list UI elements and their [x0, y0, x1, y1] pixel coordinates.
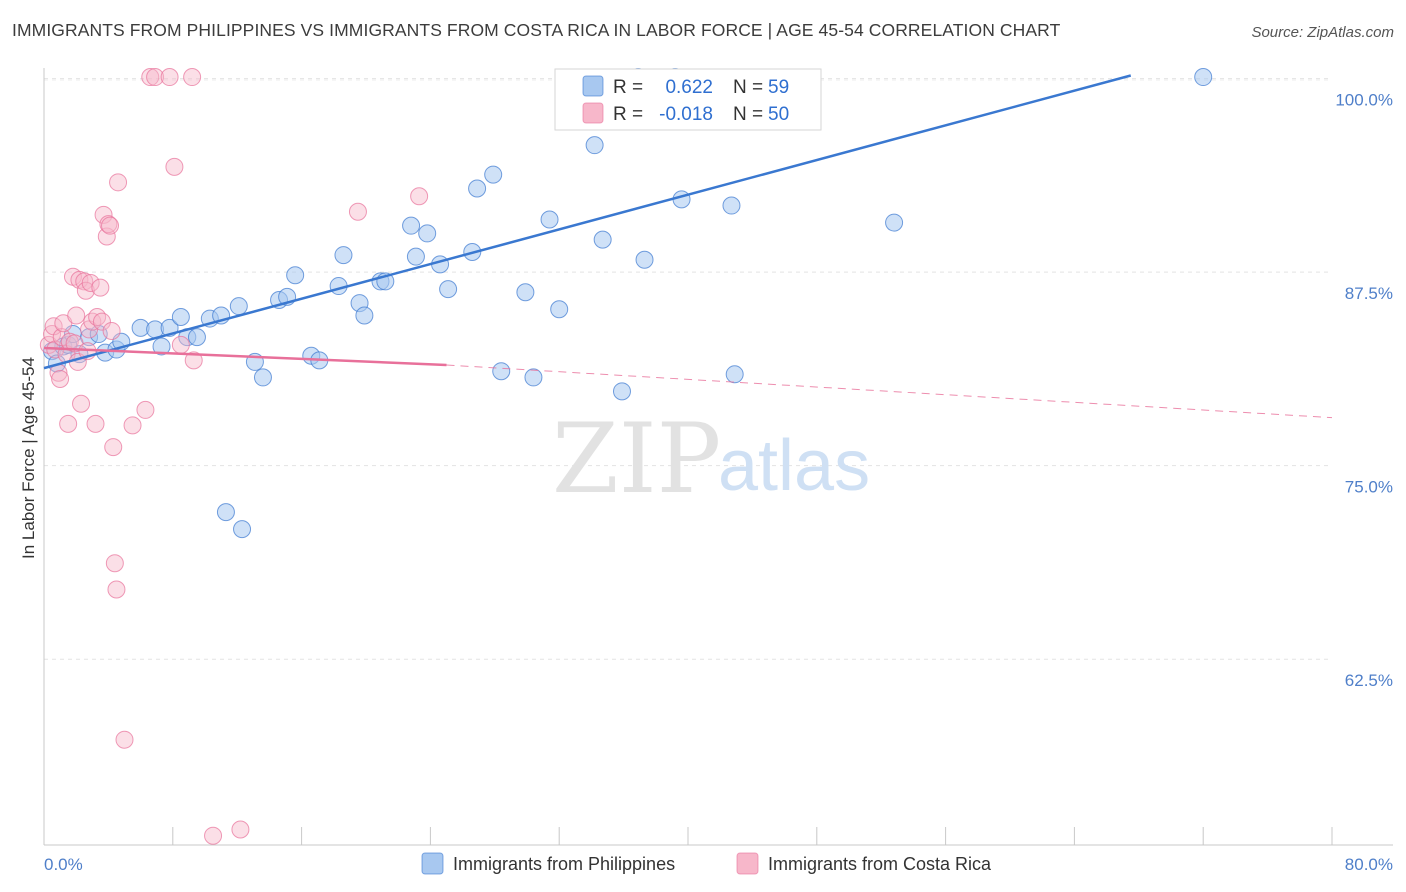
point-costa-rica: [171, 335, 190, 354]
watermark-zip: ZIP: [552, 403, 721, 515]
point-costa-rica: [146, 68, 165, 87]
point-philippines: [672, 190, 691, 209]
y-axis-label: In Labor Force | Age 45-54: [19, 357, 38, 559]
point-costa-rica: [123, 416, 142, 435]
point-costa-rica: [410, 187, 429, 206]
legend-r-value-1: 0.622: [665, 77, 713, 98]
trendline-costa-rica: [43, 346, 447, 367]
point-philippines: [885, 213, 904, 232]
point-philippines: [334, 246, 353, 265]
point-philippines: [612, 382, 631, 401]
point-philippines: [516, 283, 535, 302]
point-costa-rica: [204, 826, 223, 845]
point-costa-rica: [109, 173, 128, 192]
y-tick-label: 87.5%: [1345, 284, 1393, 303]
point-costa-rica: [104, 438, 123, 457]
point-costa-rica: [136, 400, 155, 419]
point-philippines: [152, 337, 171, 356]
point-costa-rica: [75, 272, 94, 291]
point-philippines: [540, 210, 559, 229]
series-legend-label-philippines: Immigrants from Philippines: [453, 854, 675, 874]
x-tick-labels: 0.0% 80.0%: [44, 855, 1393, 874]
point-philippines: [550, 300, 569, 319]
y-tick-label: 62.5%: [1345, 671, 1393, 690]
point-philippines: [187, 328, 206, 347]
point-costa-rica: [94, 205, 113, 224]
point-philippines: [722, 196, 741, 215]
chart-title: IMMIGRANTS FROM PHILIPPINES VS IMMIGRANT…: [12, 20, 1061, 40]
point-philippines: [524, 368, 543, 387]
point-costa-rica: [348, 202, 367, 221]
point-philippines: [286, 266, 305, 285]
point-philippines: [1194, 68, 1213, 87]
legend-n-value-1: 59: [768, 77, 789, 98]
trendline-costa-rica: [446, 364, 1333, 419]
trendline-philippines: [43, 74, 1132, 370]
y-tick-label: 100.0%: [1335, 91, 1393, 110]
point-philippines: [229, 297, 248, 316]
grid-lines: [44, 78, 1332, 660]
point-costa-rica: [183, 68, 202, 87]
point-philippines: [468, 179, 487, 198]
point-philippines: [171, 308, 190, 327]
series-legend: Immigrants from Philippines Immigrants f…: [421, 852, 992, 875]
axes: [43, 68, 1393, 846]
point-costa-rica: [141, 68, 160, 87]
y-tick-label: 75.0%: [1345, 478, 1393, 497]
point-philippines: [402, 216, 421, 235]
point-philippines: [253, 368, 272, 387]
point-philippines: [492, 362, 511, 381]
point-philippines: [585, 136, 604, 155]
point-costa-rica: [165, 157, 184, 176]
point-philippines: [216, 503, 235, 522]
series-legend-swatch-philippines: [421, 852, 444, 875]
trend-lines: [43, 74, 1333, 419]
point-costa-rica: [67, 306, 86, 325]
point-philippines: [431, 255, 450, 274]
point-philippines: [355, 306, 374, 325]
legend-n-label-2: N =: [733, 104, 763, 125]
source-credit: Source: ZipAtlas.com: [1251, 24, 1394, 41]
point-philippines: [635, 250, 654, 269]
point-costa-rica: [43, 325, 62, 344]
point-costa-rica: [101, 216, 120, 235]
point-costa-rica: [184, 351, 203, 370]
point-costa-rica: [107, 580, 126, 599]
legend-swatch-costa-rica: [582, 102, 604, 124]
point-philippines: [593, 230, 612, 249]
point-philippines: [439, 280, 458, 299]
legend-n-value-2: 50: [768, 104, 789, 125]
point-philippines: [418, 224, 437, 243]
correlation-legend: R = 0.622 N = 59 R = -0.018 N = 50: [554, 68, 822, 131]
point-costa-rica: [91, 278, 110, 297]
point-costa-rica: [231, 820, 250, 839]
y-tick-labels: 62.5% 75.0% 87.5% 100.0%: [1335, 91, 1393, 691]
point-costa-rica: [115, 730, 134, 749]
point-philippines: [233, 520, 252, 539]
x-tick-label: 80.0%: [1345, 855, 1393, 874]
point-costa-rica: [81, 273, 100, 292]
point-costa-rica: [92, 312, 111, 331]
point-costa-rica: [105, 554, 124, 573]
point-costa-rica: [72, 394, 91, 413]
series-legend-swatch-costa-rica: [736, 852, 759, 875]
legend-r-label-1: R =: [613, 77, 643, 98]
legend-n-label-1: N =: [733, 77, 763, 98]
point-philippines: [406, 247, 425, 266]
point-costa-rica: [102, 321, 121, 340]
legend-r-label-2: R =: [613, 104, 643, 125]
point-costa-rica: [86, 414, 105, 433]
point-costa-rica: [51, 369, 70, 388]
point-philippines: [725, 365, 744, 384]
watermark-atlas: atlas: [718, 426, 870, 506]
x-tick-label: 0.0%: [44, 855, 83, 874]
point-philippines: [484, 165, 503, 184]
legend-swatch-philippines: [582, 75, 604, 97]
point-costa-rica: [160, 68, 179, 87]
point-costa-rica: [59, 414, 78, 433]
series-legend-label-costa-rica: Immigrants from Costa Rica: [768, 854, 992, 874]
legend-r-value-2: -0.018: [659, 104, 713, 125]
